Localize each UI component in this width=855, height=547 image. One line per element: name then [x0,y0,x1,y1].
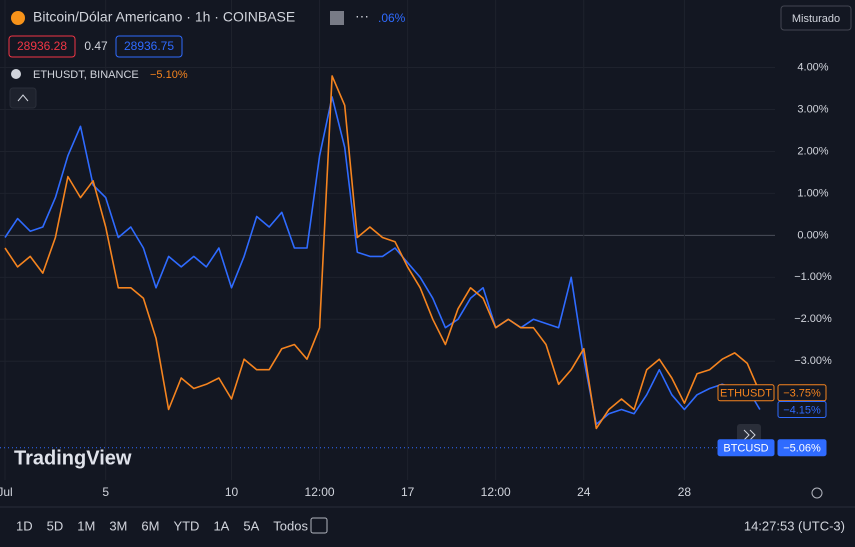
y-tick-label: −2.00% [794,313,832,325]
symbol-label-box [717,384,775,402]
series-line [4,75,761,430]
y-tick-label: 1.00% [797,187,828,199]
range-button[interactable]: YTD [173,518,199,533]
x-tick-label: 12:00 [481,485,511,499]
bid: 28936.28 [17,39,67,53]
mode-button[interactable] [780,5,852,31]
y-tick-label: −1.00% [794,271,832,283]
more-icon: ··· [355,8,369,24]
scroll-icon [743,429,756,441]
symbol-label: ETHUSDT [720,388,772,400]
compare-change: −5.10% [150,69,188,81]
range-button[interactable]: Todos [273,518,308,533]
x-tick-label: 5 [102,485,109,499]
flag-icon [330,11,344,25]
series-line [4,96,761,425]
x-tick-label: 10 [225,485,239,499]
symbol: Bitcoin/Dólar Americano · 1h · COINBASE [33,9,295,25]
ask-box [115,35,183,58]
price-label: −4.15% [783,404,821,416]
calendar-icon[interactable] [310,517,328,534]
settings-icon[interactable] [811,487,823,499]
range-button[interactable]: 3M [109,518,127,533]
y-tick-label: 2.00% [797,145,828,157]
range-button[interactable]: 6M [141,518,159,533]
compare-symbol: ETHUSDT, BINANCE [33,69,139,81]
price-label: −5.06% [783,443,821,455]
y-tick-label: −3.00% [794,355,832,367]
price-label-box [777,401,827,419]
y-tick-label: 3.00% [797,103,828,115]
range-button[interactable]: 5A [243,518,259,533]
x-tick-label: 28 [678,485,692,499]
range-button[interactable]: 5D [47,518,64,533]
symbol-label: BTCUSD [723,443,768,455]
clock: 14:27:53 (UTC-3) [744,518,845,533]
logo: TradingView [14,447,132,469]
bid-box [8,35,76,58]
btc-icon [11,11,25,25]
price-label: −3.75% [783,388,821,400]
y-tick-label: 0.00% [797,229,828,241]
ask: 28936.75 [124,39,174,53]
y-tick-label: 4.00% [797,61,828,73]
range-button[interactable]: 1M [77,518,95,533]
change-fragment: .06% [378,11,406,25]
symbol-label-box [717,439,775,457]
eth-icon [11,69,21,79]
range-button[interactable]: 1A [213,518,229,533]
price-label-box [777,439,827,457]
x-tick-label: 17 [401,485,415,499]
price-label-box [777,384,827,402]
collapse-icon [17,94,29,102]
mode: Misturado [792,13,840,25]
x-tick-label: 12:00 [305,485,335,499]
collapse-button[interactable] [9,87,37,109]
x-tick-label: Jul [0,485,13,499]
range-button[interactable]: 1D [16,518,33,533]
x-tick-label: 24 [577,485,591,499]
spread: 0.47 [84,39,108,53]
